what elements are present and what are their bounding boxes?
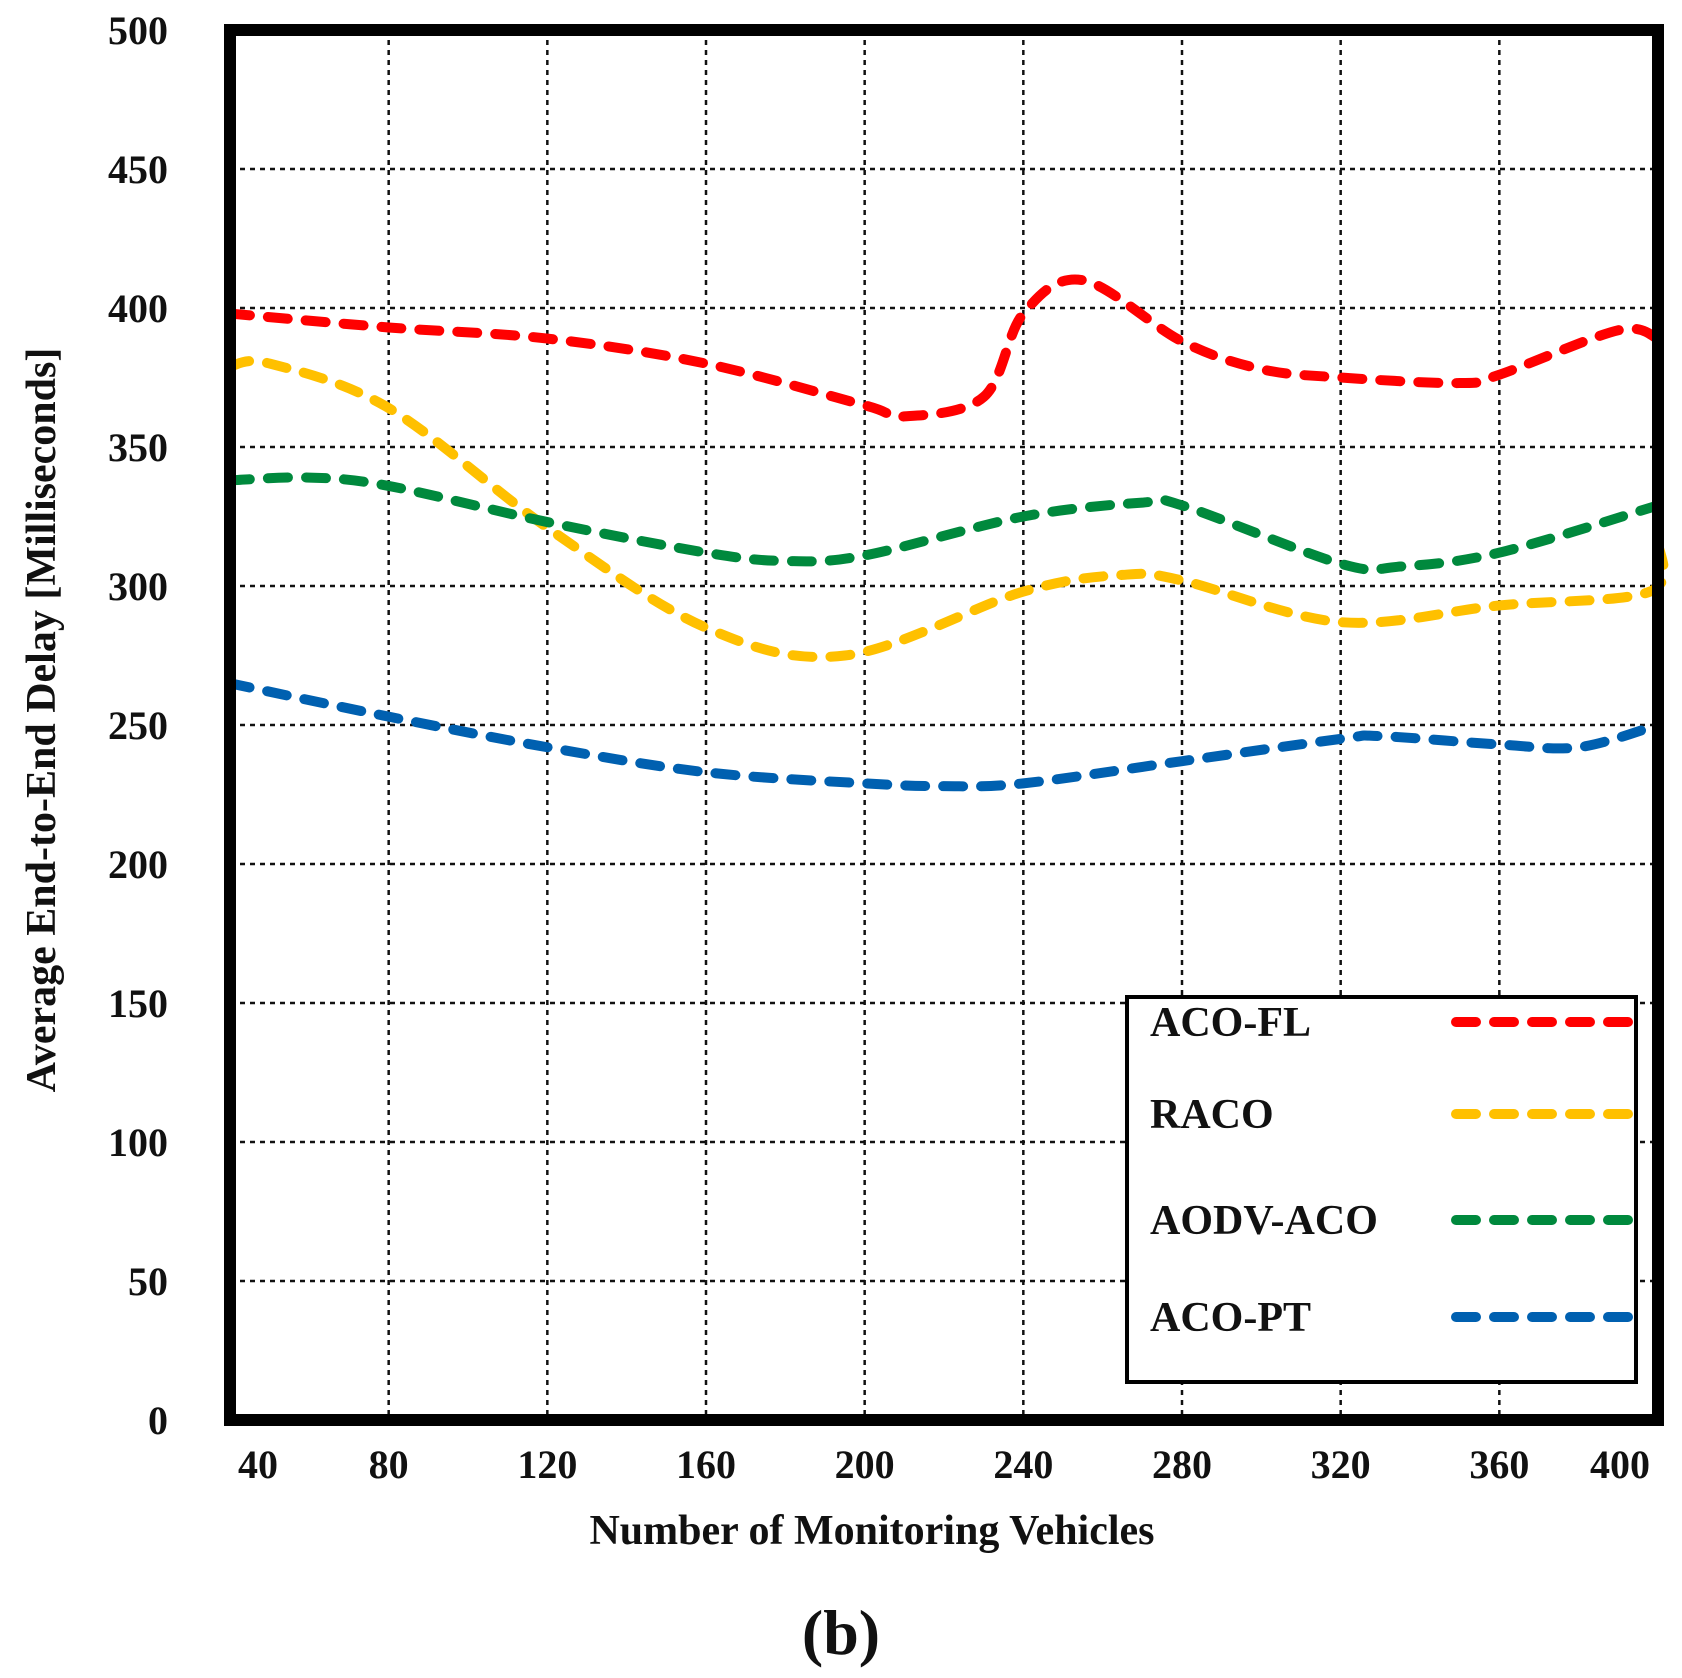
x-tick-label: 240 bbox=[993, 1442, 1053, 1487]
series-line-raco bbox=[225, 356, 1669, 662]
y-tick-label: 400 bbox=[108, 286, 168, 331]
x-tick-label: 360 bbox=[1469, 1442, 1529, 1487]
legend-label-raco: RACO bbox=[1150, 1092, 1274, 1138]
y-tick-label: 350 bbox=[108, 425, 168, 470]
series-line-aco-fl bbox=[225, 274, 1663, 422]
y-axis-ticks: 0 50 100 150 200 250 300 350 400 450 500 bbox=[108, 8, 168, 1443]
x-axis-label: Number of Monitoring Vehicles bbox=[589, 1508, 1154, 1554]
x-tick-label: 160 bbox=[676, 1442, 736, 1487]
x-tick-label: 200 bbox=[835, 1442, 895, 1487]
x-tick-label: 320 bbox=[1311, 1442, 1371, 1487]
y-tick-label: 0 bbox=[148, 1398, 168, 1443]
x-tick-label: 400 bbox=[1590, 1442, 1650, 1487]
legend: ACO-FL RACO AODV-ACO ACO-PT bbox=[1125, 995, 1638, 1384]
legend-label-aco-pt: ACO-PT bbox=[1150, 1295, 1311, 1341]
x-tick-label: 280 bbox=[1152, 1442, 1212, 1487]
y-axis-label: Average End-to-End Delay [Milliseconds] bbox=[19, 348, 65, 1093]
legend-label-aco-fl: ACO-FL bbox=[1150, 1000, 1311, 1046]
series-line-aco-pt bbox=[225, 678, 1663, 792]
y-tick-label: 200 bbox=[108, 842, 168, 887]
x-tick-label: 120 bbox=[517, 1442, 577, 1487]
y-tick-label: 100 bbox=[108, 1120, 168, 1165]
y-tick-label: 50 bbox=[128, 1259, 168, 1304]
plot-frame bbox=[224, 24, 1664, 1426]
series-lines bbox=[225, 274, 1669, 792]
series-line-aodv-aco bbox=[225, 472, 1663, 575]
y-tick-label: 250 bbox=[108, 703, 168, 748]
x-tick-label: 40 bbox=[238, 1442, 278, 1487]
y-tick-label: 450 bbox=[108, 147, 168, 192]
y-tick-label: 500 bbox=[108, 8, 168, 53]
figure-caption: (b) bbox=[802, 1597, 880, 1668]
x-tick-label: 80 bbox=[369, 1442, 409, 1487]
x-axis-ticks: 40 80 120 160 200 240 280 320 360 400 bbox=[238, 1442, 1650, 1487]
legend-label-aodv-aco: AODV-ACO bbox=[1150, 1198, 1378, 1244]
y-tick-label: 300 bbox=[108, 564, 168, 609]
y-tick-label: 150 bbox=[108, 981, 168, 1026]
